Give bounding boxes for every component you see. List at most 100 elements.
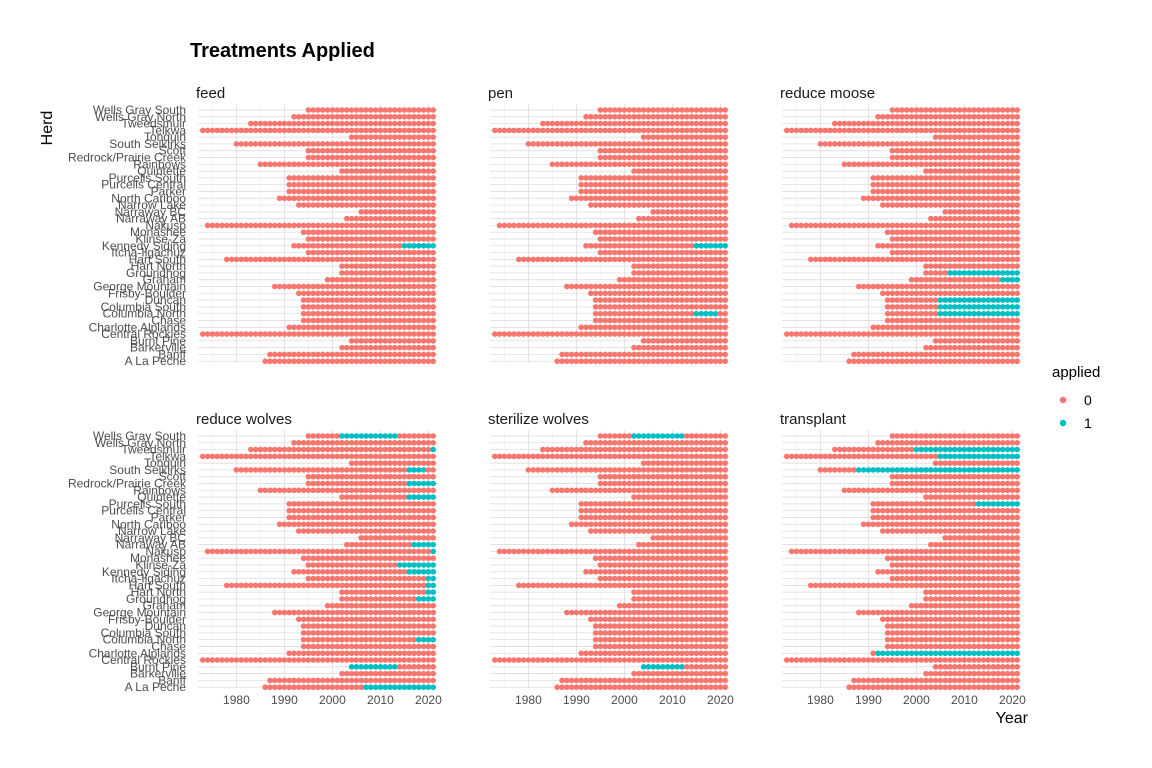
data-point [956, 276, 963, 283]
data-point [296, 188, 302, 195]
data-point [904, 195, 910, 202]
data-point [372, 528, 379, 534]
data-point [952, 107, 958, 113]
data-point [396, 297, 403, 303]
data-point [392, 433, 398, 439]
data-point [865, 351, 872, 358]
data-point [387, 242, 393, 249]
data-point [966, 120, 972, 127]
data-point [363, 338, 369, 344]
data-point [353, 331, 360, 337]
data-point [339, 453, 345, 460]
data-point [985, 304, 992, 310]
data-point [420, 338, 427, 344]
panel-strip-label: sterilize wolves [488, 411, 589, 428]
data-point [358, 175, 365, 181]
data-point [1009, 209, 1016, 215]
data-point [602, 242, 608, 249]
data-point [411, 433, 417, 439]
data-point [358, 141, 365, 147]
data-point [396, 568, 403, 575]
data-point [832, 256, 838, 263]
data-point [578, 358, 584, 365]
data-point [1004, 242, 1011, 249]
data-point [913, 222, 920, 229]
data-point [300, 120, 307, 127]
data-point [904, 358, 910, 365]
data-point [607, 358, 613, 365]
data-point [650, 154, 656, 161]
data-point [334, 161, 341, 168]
data-point [228, 127, 235, 134]
data-point [679, 215, 685, 222]
data-point [684, 154, 690, 161]
data-point [276, 141, 283, 147]
data-point [300, 507, 307, 514]
data-point [496, 127, 503, 134]
data-point [947, 283, 953, 290]
data-point [348, 236, 355, 242]
data-point [305, 582, 312, 589]
data-point [396, 358, 403, 365]
data-point [272, 582, 278, 589]
data-point [377, 582, 384, 589]
data-point [621, 127, 628, 134]
data-point [923, 263, 929, 269]
data-point [416, 684, 422, 691]
data-point [416, 324, 422, 331]
data-point [372, 113, 379, 120]
data-point [875, 175, 881, 181]
data-point [387, 107, 393, 113]
data-point [899, 147, 905, 154]
data-point [684, 120, 690, 127]
data-point [315, 562, 321, 568]
data-point [607, 120, 613, 127]
data-point [425, 487, 432, 494]
data-point [396, 460, 403, 466]
data-point [942, 317, 948, 324]
data-point [1004, 304, 1011, 310]
data-point [660, 331, 666, 337]
data-point [286, 141, 293, 147]
data-point [315, 575, 321, 582]
data-point [947, 147, 953, 154]
data-point [382, 643, 389, 650]
data-point [645, 168, 652, 174]
data-point [382, 433, 389, 439]
data-point [377, 310, 384, 317]
data-point [947, 344, 953, 351]
data-point [406, 317, 413, 324]
data-point [942, 358, 948, 365]
data-point [573, 161, 580, 168]
data-point [401, 181, 408, 188]
data-point [368, 548, 374, 555]
data-point [372, 229, 379, 236]
data-point [392, 460, 398, 466]
data-point [324, 242, 331, 249]
data-point [1014, 161, 1020, 168]
data-point [300, 202, 307, 208]
data-point [712, 310, 719, 317]
data-point [937, 310, 944, 317]
data-point [425, 514, 432, 521]
data-point [942, 236, 948, 242]
y-tick-label: Kennedy Siding [102, 565, 186, 579]
data-point [372, 487, 379, 494]
data-point [310, 113, 317, 120]
data-point [411, 113, 417, 120]
data-point [688, 338, 695, 344]
data-point [952, 304, 958, 310]
data-point [233, 548, 240, 555]
data-point [597, 324, 604, 331]
data-point [209, 222, 216, 229]
data-point [904, 161, 910, 168]
data-point [291, 283, 297, 290]
data-point [636, 154, 642, 161]
data-point [320, 630, 326, 636]
data-point [708, 161, 714, 168]
data-point [310, 222, 317, 229]
data-point [583, 351, 589, 358]
data-point [688, 324, 695, 331]
data-point [808, 127, 814, 134]
data-point [952, 154, 958, 161]
